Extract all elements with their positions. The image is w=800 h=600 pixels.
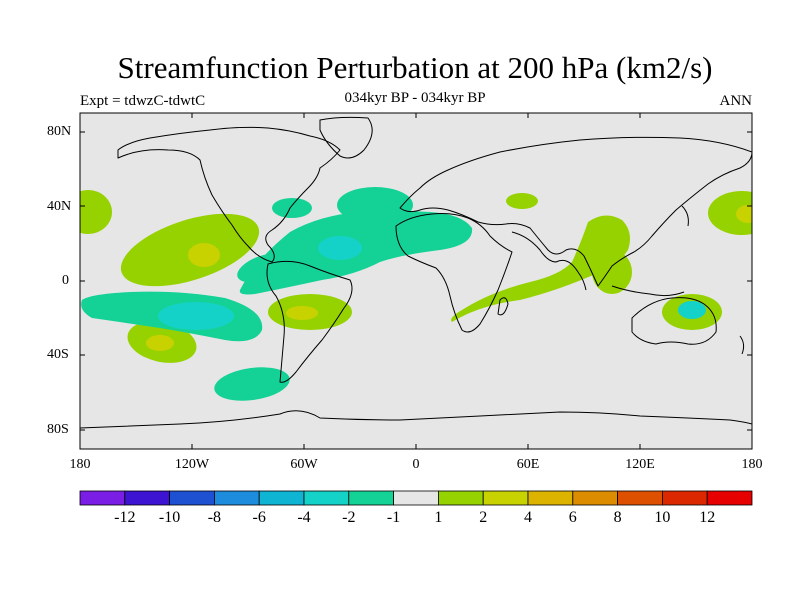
colorbar-swatch [527,490,574,506]
colorbar-label: 10 [654,509,671,526]
experiment-label: Expt = tdwzC-tdwtC [80,93,206,109]
colorbar-swatch [258,490,305,506]
colorbar [79,490,753,506]
lon-tick-60w: 60W [290,457,318,472]
lon-tick-180w: 180 [69,457,91,472]
colorbar-swatch [706,490,753,506]
coastline-indonesia [611,285,685,297]
negative-region-caribbean [237,253,287,283]
colorbar-label: 1 [434,509,443,526]
lat-tick-80n: 80N [47,124,72,139]
coastline-new-zealand [739,335,745,355]
colorbar-label: -12 [114,509,136,526]
coastline-eurasia [399,136,752,287]
map-background [80,113,752,449]
colorbar-swatch [348,490,394,506]
coastline-south-america [266,260,353,383]
plot-subtitle: 034kyr BP - 034kyr BP [344,90,486,106]
colorbar-swatch [124,490,171,506]
coastline-japan [681,205,689,227]
colorbar-swatch [482,490,529,506]
colorbar-label: -8 [207,509,222,526]
colorbar-label: -4 [297,509,311,526]
lon-tick-120w: 120W [174,457,210,472]
positive-region-mediterranean [506,193,538,209]
coastline-madagascar [497,297,509,316]
colorbar-label: -10 [158,509,181,526]
colorbar-swatch [572,490,618,506]
positive-region-southeast-asia [592,250,632,294]
colorbar-label: 6 [568,509,577,526]
tick-marks [80,113,752,449]
colorbar-swatch [213,490,260,506]
lon-tick-180e: 180 [741,457,763,472]
positive-core-south-pacific [146,335,174,351]
coastline-africa [395,213,513,333]
colorbar-swatch [393,490,439,506]
colorbar-label: 4 [524,509,532,526]
colorbar-label: 8 [613,509,622,526]
lat-tick-40s: 40S [47,347,69,362]
coastline-australia [631,297,717,345]
coastline-arabia-india [511,231,587,291]
positive-region-north-pacific-east [708,191,752,235]
lon-tick-120e: 120E [625,457,655,472]
colorbar-label: -2 [342,509,356,526]
colorbar-label: 2 [479,509,488,526]
negative-region-eastern-us [272,198,312,218]
plot-title: Streamfunction Perturbation at 200 hPa (… [117,50,713,85]
colorbar-label: -6 [252,509,266,526]
colorbar-swatch [303,490,350,506]
lon-tick-60e: 60E [516,457,540,472]
positive-core-south-america [286,306,318,320]
positive-core-north-pacific-east [736,205,752,223]
colorbar-swatch [169,490,215,506]
colorbar-swatch [437,490,484,506]
colorbar-swatch [662,490,708,506]
negative-core-south-pacific [158,302,234,330]
lat-tick-0: 0 [62,273,69,288]
lat-tick-80s: 80S [47,422,69,437]
colorbar-label: 12 [699,509,716,526]
contour-layer [80,116,752,429]
lat-tick-40n: 40N [47,199,72,214]
season-label: ANN [719,93,753,109]
coastlines [80,116,752,429]
coastline-north-america [117,126,341,263]
negative-region-southern-ocean [214,367,290,401]
positive-core-east-pacific [188,243,220,267]
positive-region-west-pacific-north [80,190,112,234]
colorbar-swatch [79,490,126,506]
coastline-greenland [319,116,373,159]
lon-tick-0: 0 [412,457,420,472]
negative-core-australia [678,301,706,319]
colorbar-swatch [617,490,663,506]
colorbar-label: -1 [386,509,401,526]
coastline-antarctica [80,410,752,429]
negative-core-tropical-atlantic [318,236,362,260]
